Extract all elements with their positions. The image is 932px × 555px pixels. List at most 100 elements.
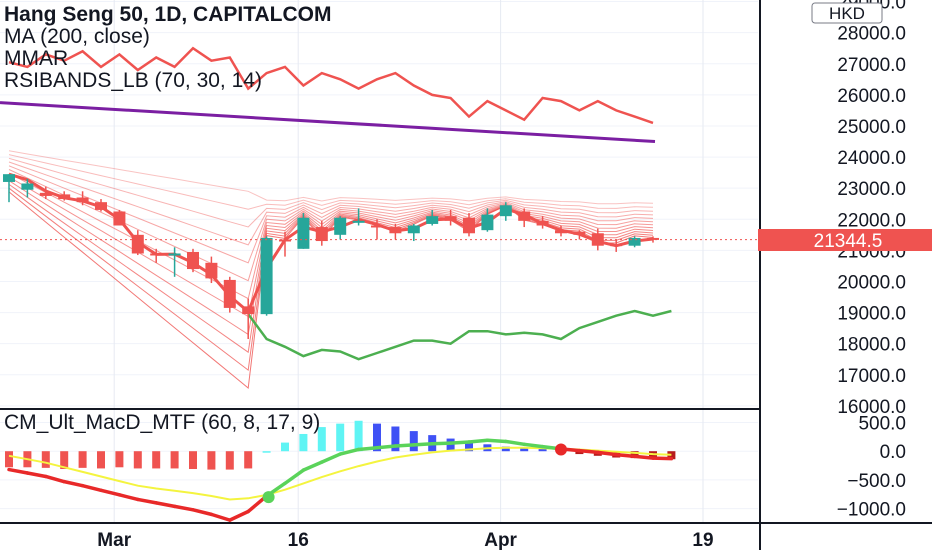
macd-line-segment[interactable] [614, 452, 637, 459]
macd-line-segment[interactable] [172, 504, 195, 512]
macd-line-segment[interactable] [25, 471, 48, 479]
candle-body[interactable] [168, 253, 181, 256]
macd-histogram-bar[interactable] [225, 451, 234, 470]
macd-line-segment[interactable] [301, 460, 324, 472]
candle-body[interactable] [39, 192, 52, 196]
candle-body[interactable] [499, 205, 512, 217]
candle-body[interactable] [536, 220, 549, 226]
macd-line-segment[interactable] [632, 454, 655, 460]
candle-body[interactable] [58, 194, 71, 200]
candle-body[interactable] [187, 251, 199, 270]
candle-body[interactable] [150, 253, 163, 256]
macd-histogram-bar[interactable] [373, 423, 381, 452]
macd-line-segment[interactable] [320, 452, 342, 464]
candle-body[interactable] [223, 279, 236, 308]
legend-title[interactable]: Hang Seng 50, 1D, CAPITALCOM [4, 3, 332, 26]
macd-line-segment[interactable] [117, 493, 140, 502]
macd-histogram-bar[interactable] [538, 448, 547, 452]
macd-line-segment[interactable] [99, 488, 122, 497]
candle-body[interactable] [555, 230, 567, 234]
macd-histogram-bar[interactable] [262, 451, 271, 453]
macd-histogram-bar[interactable] [5, 451, 13, 468]
candle-body[interactable] [242, 306, 255, 315]
candle-body[interactable] [113, 211, 126, 226]
candle-body[interactable] [279, 239, 291, 242]
macd-line-segment[interactable] [393, 443, 416, 448]
candle-body[interactable] [260, 237, 273, 315]
macd-line-segment[interactable] [356, 446, 379, 452]
macd-line-segment[interactable] [338, 447, 361, 456]
candle-body[interactable] [297, 217, 310, 249]
macd-histogram-bar[interactable] [354, 420, 363, 452]
macd-histogram-bar[interactable] [336, 423, 345, 452]
macd-histogram-bar[interactable] [299, 433, 308, 452]
macd-histogram-bar[interactable] [501, 446, 510, 452]
macd-line-segment[interactable] [504, 439, 526, 447]
macd-histogram-bar[interactable] [520, 447, 529, 452]
candle-body[interactable] [371, 225, 383, 228]
candle-body[interactable] [444, 216, 457, 221]
macd-line-segment[interactable] [80, 483, 103, 493]
macd-line-segment[interactable] [412, 441, 434, 447]
macd-line-segment[interactable] [228, 509, 250, 522]
macd-histogram-bar[interactable] [409, 431, 418, 452]
candle-body[interactable] [205, 262, 218, 279]
macd-histogram-bar[interactable] [60, 451, 69, 470]
candle-body[interactable] [334, 217, 347, 235]
macd-histogram-bar[interactable] [152, 451, 161, 469]
rsi-band-upper-line[interactable] [8, 46, 654, 125]
candle-body[interactable] [610, 244, 623, 247]
candle-body[interactable] [21, 183, 34, 190]
macd-line-segment[interactable] [62, 479, 85, 488]
macd-histogram-bar[interactable] [391, 426, 400, 452]
ma200-line[interactable] [0, 101, 656, 144]
candle-body[interactable] [95, 202, 107, 210]
macd-line-segment[interactable] [651, 456, 674, 461]
candle-body[interactable] [463, 217, 475, 234]
macd-histogram-bar[interactable] [465, 442, 473, 452]
macd-histogram-bar[interactable] [281, 442, 289, 452]
macd-line-segment[interactable] [430, 441, 453, 446]
macd-line-segment[interactable] [467, 438, 490, 444]
candle-body[interactable] [426, 216, 439, 224]
candle-body[interactable] [352, 220, 365, 223]
candle-body[interactable] [481, 214, 494, 231]
macd-line-segment[interactable] [209, 512, 232, 522]
macd-line-segment[interactable] [448, 440, 471, 445]
macd-line-segment[interactable] [283, 468, 306, 486]
candle-body[interactable] [628, 237, 641, 246]
macd-line-segment[interactable] [44, 474, 66, 484]
macd-histogram-bar[interactable] [170, 451, 179, 469]
candle-body[interactable] [573, 231, 586, 235]
candle-body[interactable] [131, 234, 144, 254]
candle-body[interactable] [591, 233, 604, 246]
price-pane[interactable] [0, 46, 758, 389]
legend-rsibands[interactable]: RSIBANDS_LB (70, 30, 14) [4, 69, 262, 92]
macd-line-segment[interactable] [375, 444, 398, 450]
candle-body[interactable] [3, 174, 15, 182]
candle-body[interactable] [647, 237, 659, 240]
macd-line-segment[interactable] [522, 442, 545, 449]
macd-line-segment[interactable] [154, 501, 177, 509]
macd-line-segment[interactable] [191, 508, 214, 517]
macd-histogram-bar[interactable] [575, 451, 584, 455]
candle-body[interactable] [518, 211, 531, 221]
macd-line-segment[interactable] [485, 438, 508, 444]
candle-body[interactable] [315, 227, 328, 242]
macd-pane[interactable] [5, 420, 676, 522]
macd-line-segment[interactable] [7, 467, 30, 475]
macd-line-segment[interactable] [577, 448, 600, 455]
legend-macd[interactable]: CM_Ult_MacD_MTF (60, 8, 17, 9) [4, 411, 321, 434]
macd-histogram-bar[interactable] [133, 451, 142, 469]
macd-histogram-bar[interactable] [41, 451, 50, 468]
macd-line-segment[interactable] [596, 450, 618, 457]
macd-histogram-bar[interactable] [667, 451, 676, 460]
macd-line-segment[interactable] [136, 497, 158, 505]
candle-body[interactable] [407, 225, 420, 234]
macd-histogram-bar[interactable] [189, 451, 197, 470]
macd-histogram-bar[interactable] [97, 451, 105, 469]
candle-body[interactable] [76, 197, 89, 203]
macd-histogram-bar[interactable] [317, 427, 326, 452]
legend-ma[interactable]: MA (200, close) [4, 25, 150, 48]
